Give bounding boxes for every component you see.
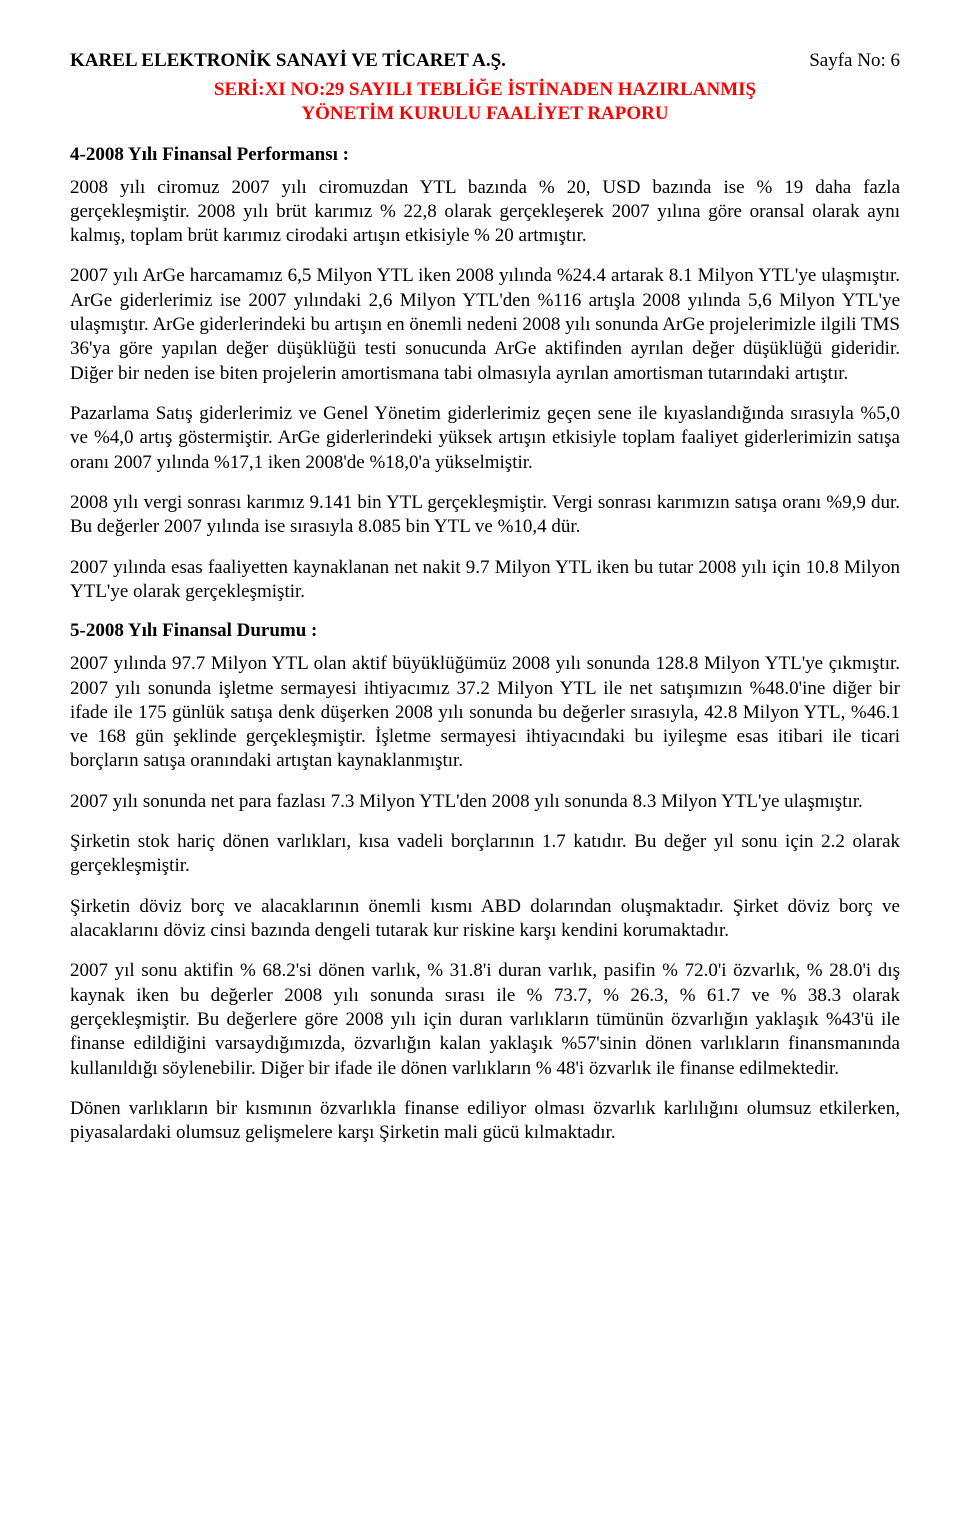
section4-paragraph-5: 2007 yılında esas faaliyetten kaynaklana… bbox=[70, 556, 900, 605]
company-title: KAREL ELEKTRONİK SANAYİ VE TİCARET A.Ş. bbox=[70, 50, 506, 72]
page-number: Sayfa No: 6 bbox=[809, 50, 900, 72]
section4-paragraph-3: Pazarlama Satış giderlerimiz ve Genel Yö… bbox=[70, 402, 900, 475]
section5-paragraph-3: Şirketin stok hariç dönen varlıkları, kı… bbox=[70, 830, 900, 879]
report-subtitle: SERİ:XI NO:29 SAYILI TEBLİĞE İSTİNADEN H… bbox=[70, 78, 900, 126]
section5-paragraph-4: Şirketin döviz borç ve alacaklarının öne… bbox=[70, 895, 900, 944]
section5-paragraph-5: 2007 yıl sonu aktifin % 68.2'si dönen va… bbox=[70, 959, 900, 1081]
section4-paragraph-2: 2007 yılı ArGe harcamamız 6,5 Milyon YTL… bbox=[70, 264, 900, 386]
section4-paragraph-1: 2008 yılı ciromuz 2007 yılı ciromuzdan Y… bbox=[70, 176, 900, 249]
section4-heading: 4-2008 Yılı Finansal Performansı : bbox=[70, 144, 900, 166]
section5-paragraph-6: Dönen varlıkların bir kısmının özvarlıkl… bbox=[70, 1097, 900, 1146]
document-page: KAREL ELEKTRONİK SANAYİ VE TİCARET A.Ş. … bbox=[0, 0, 960, 1212]
section5-paragraph-1: 2007 yılında 97.7 Milyon YTL olan aktif … bbox=[70, 652, 900, 774]
section5-heading: 5-2008 Yılı Finansal Durumu : bbox=[70, 620, 900, 642]
section4-paragraph-4: 2008 yılı vergi sonrası karımız 9.141 bi… bbox=[70, 491, 900, 540]
subtitle-line-1: SERİ:XI NO:29 SAYILI TEBLİĞE İSTİNADEN H… bbox=[70, 78, 900, 102]
section5-paragraph-2: 2007 yılı sonunda net para fazlası 7.3 M… bbox=[70, 790, 900, 814]
header-row: KAREL ELEKTRONİK SANAYİ VE TİCARET A.Ş. … bbox=[70, 50, 900, 72]
subtitle-line-2: YÖNETİM KURULU FAALİYET RAPORU bbox=[70, 102, 900, 126]
